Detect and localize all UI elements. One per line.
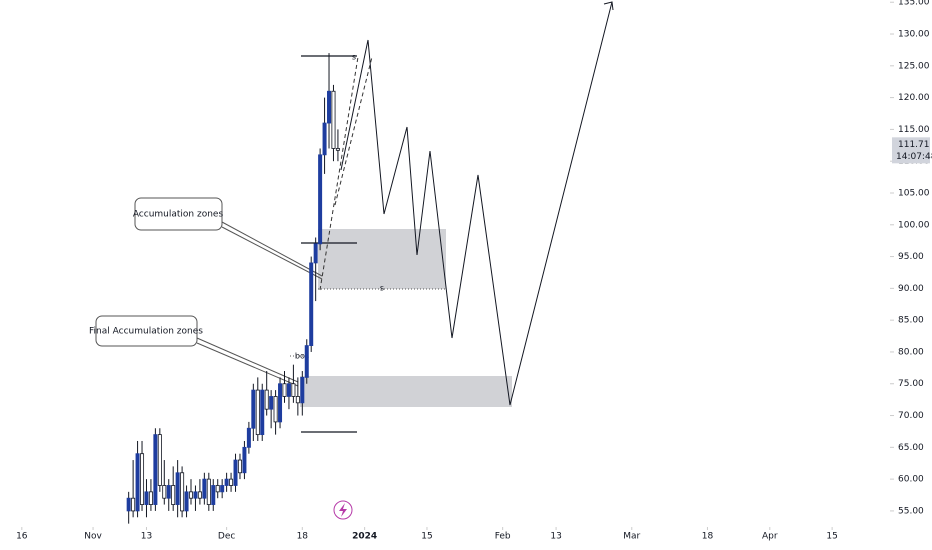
candle-body [318,154,323,245]
x-tick-label: 15 [826,532,837,542]
candle-body [171,485,176,505]
x-tick-label: Mar [623,532,640,542]
candle-body [273,396,278,423]
candle-body [211,485,216,505]
y-tick-label: 65.00 [898,443,924,453]
x-tick-label: 16 [16,532,28,542]
x-tick-label: 2024 [352,532,377,542]
candle-body [233,459,238,486]
x-tick-label: Nov [84,532,102,542]
candle-body [220,485,225,493]
sweep-label: s [380,284,384,293]
y-tick-label: 85.00 [898,316,924,326]
y-tick-label: 105.00 [898,188,930,198]
x-tick-label: 15 [421,532,432,542]
candle-body [189,491,194,499]
y-tick-label: 115.00 [898,125,930,135]
price-box [892,137,930,164]
y-tick-label: 90.00 [898,284,924,294]
y-tick-label: 135.00 [898,0,930,8]
y-tick-label: 120.00 [898,93,930,103]
x-tick-label: Dec [218,532,235,542]
callout-line [196,342,299,387]
dashed-projection [319,56,359,291]
x-tick-label: 13 [550,532,561,542]
accumulation-zone [318,229,446,289]
candle-body [224,478,229,486]
candle-body [246,427,251,448]
x-tick-label: 18 [702,532,714,542]
annotation: Final Accumulation zones [89,327,203,337]
candle-body [309,262,314,346]
y-tick-label: 55.00 [898,506,924,516]
callout-line [221,221,323,277]
callout-box [134,197,223,231]
x-tick-label: 13 [141,532,152,542]
candle-body [153,434,158,505]
y-tick-label: 100.00 [898,220,930,230]
y-tick-label: 75.00 [898,379,924,389]
candle-body [193,491,198,499]
candle-body [322,122,327,156]
candle-body [295,396,300,404]
candle-body [286,383,291,397]
candle-body [202,478,207,499]
sweep-label: s [352,53,356,62]
x-tick-label: Feb [495,532,511,542]
candle-body [335,148,340,151]
candle-body [242,446,247,474]
candle-body [251,389,256,429]
x-tick-label: Apr [762,532,778,542]
x-tick-label: 18 [297,532,309,542]
candle-body [327,90,332,124]
dashed-projection [334,56,373,206]
candle-body [229,478,234,486]
candle-body [157,434,162,486]
candle-body [135,453,140,512]
y-tick-label: 130.00 [898,30,930,40]
y-tick-label: 95.00 [898,252,924,262]
annotation: Accumulation zones [133,210,224,220]
callout-line [221,226,323,280]
candle-body [215,485,220,493]
candle-body [166,485,171,499]
arrow-head [603,1,614,11]
callout-box [95,315,198,347]
candle-body [313,243,318,264]
candle-body [255,389,260,436]
candle-body [184,491,189,512]
candle-body [269,396,274,410]
candle-body [260,389,265,436]
bos-label: bos [295,352,309,361]
candle-body [300,376,305,404]
projection-path [340,1,613,406]
candle-body [126,497,131,512]
candle-body [197,491,202,499]
candle-body [237,459,242,474]
candle-body [162,485,167,499]
y-tick-label: 125.00 [898,61,930,71]
y-tick-label: 60.00 [898,475,924,485]
y-tick-label: 70.00 [898,411,924,421]
candle-body [144,491,149,505]
candle-body [140,453,145,505]
candle-body [175,472,180,505]
candle-body [206,478,211,505]
candle-body [291,383,296,397]
candle-body [278,383,283,423]
last-price: 111.71 [898,140,930,150]
callout-line [196,337,299,383]
event-icon-bolt [339,503,347,517]
y-tick-label: 80.00 [898,347,924,357]
candle-body [264,389,269,410]
last-time: 14:07:48 [896,152,932,162]
candle-body [131,497,136,512]
candle-body [180,472,185,512]
candle-body [304,345,309,378]
candle-body [148,491,153,505]
candle-body [282,383,287,397]
final-accumulation-zone [300,376,512,407]
candle-body [331,90,336,149]
